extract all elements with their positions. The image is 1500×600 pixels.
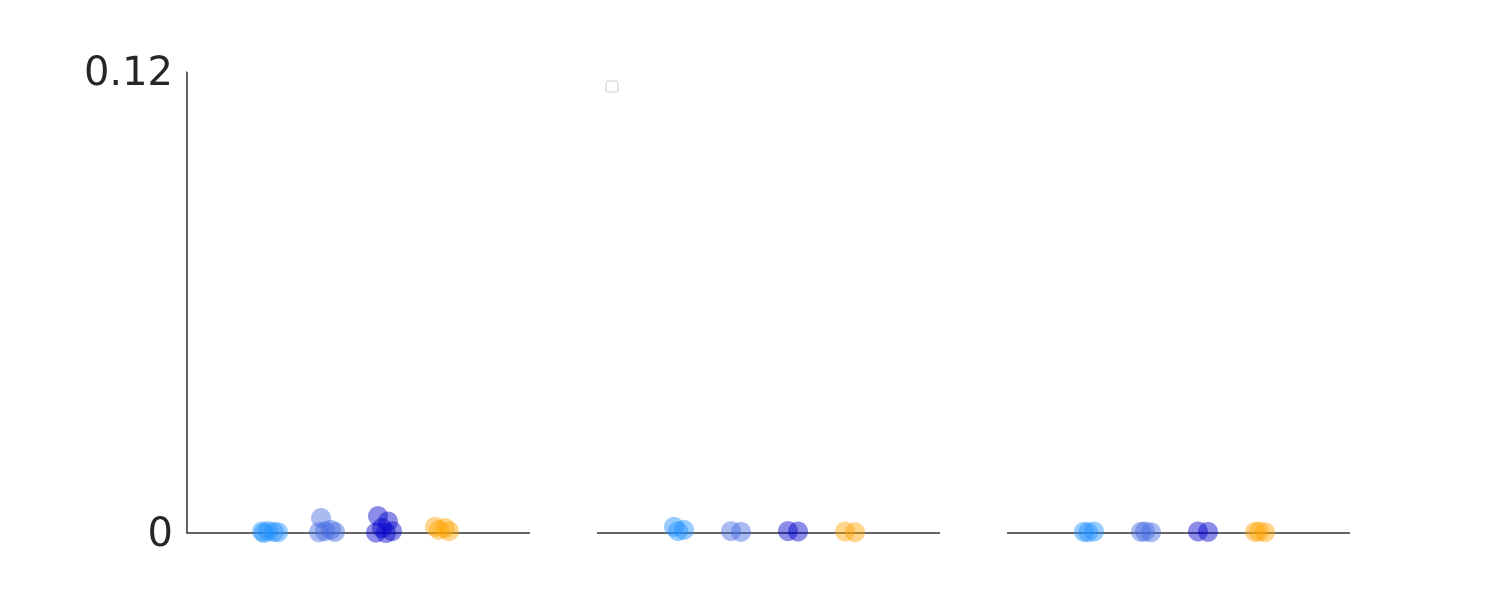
strip-dot (788, 521, 808, 542)
strip-dot (309, 522, 329, 543)
strip-dot (674, 519, 694, 540)
strip-dot (1141, 522, 1161, 543)
legend-box (605, 80, 619, 93)
strip-dot (252, 521, 272, 542)
strip-dot (254, 523, 274, 543)
strip-dot (315, 521, 335, 542)
y-tick-label: 0 (148, 510, 173, 556)
strip-dot (378, 511, 398, 532)
strip-dot (268, 522, 288, 543)
strip-dot (721, 521, 741, 542)
strip-dot (366, 522, 386, 543)
strip-dot (1078, 522, 1098, 543)
strip-dot (435, 518, 455, 539)
strip-dot (835, 521, 855, 542)
strip-dot (1074, 521, 1094, 542)
strip-dot (425, 516, 445, 537)
strip-dot (1135, 521, 1155, 542)
strip-dot (1249, 521, 1269, 542)
strip-dot (439, 521, 459, 542)
strip-dot (376, 523, 396, 543)
strip-dot (1131, 521, 1151, 542)
strip-dot (845, 522, 865, 543)
strip-dot (264, 521, 284, 542)
strip-dot (382, 521, 402, 542)
strip-dot (1198, 521, 1218, 542)
strip-dot (1245, 521, 1265, 542)
strip-dot (429, 519, 449, 540)
strip-dot (368, 506, 388, 527)
strip-dot (1255, 522, 1275, 543)
strip-dot (311, 508, 331, 529)
strip-dot (778, 521, 798, 542)
strip-dot (1084, 521, 1104, 542)
y-tick-label: 0.12 (84, 49, 173, 95)
strip-dot (372, 518, 392, 539)
strip-dot (1188, 521, 1208, 542)
strip-dot (325, 521, 345, 542)
strip-dot (664, 516, 684, 537)
strip-dot (668, 521, 688, 542)
strip-dot (321, 519, 341, 540)
strip-dot (731, 521, 751, 542)
strip-dot (258, 521, 278, 542)
